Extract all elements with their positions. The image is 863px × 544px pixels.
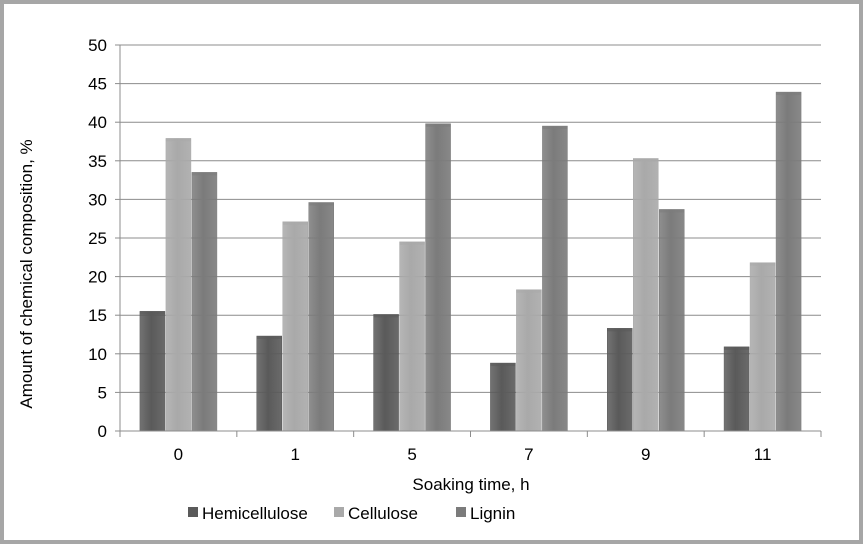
- bar-lignin: [542, 125, 568, 432]
- bar-cap-hemicellulose: [724, 346, 750, 350]
- x-tick-label: 11: [754, 445, 772, 464]
- bar-cap-hemicellulose: [490, 363, 516, 367]
- bar-lignin: [191, 172, 218, 432]
- y-tick-label: 15: [88, 306, 107, 325]
- bar-cellulose: [516, 289, 542, 432]
- bar-cellulose: [399, 241, 425, 432]
- bar-cap-cellulose: [633, 158, 659, 162]
- legend-label-cellulose: Cellulose: [348, 504, 418, 523]
- x-tick-label: 1: [291, 445, 300, 464]
- bar-cap-hemicellulose: [607, 328, 633, 332]
- bar-lignin: [659, 209, 685, 432]
- legend-label-hemicellulose: Hemicellulose: [202, 504, 308, 523]
- legend: Hemicellulose Cellulose Lignin: [188, 504, 515, 523]
- y-tick-label: 20: [88, 268, 107, 287]
- bar-cap-lignin: [659, 209, 685, 213]
- y-tick-label: 5: [98, 383, 107, 402]
- bar-hemicellulose: [256, 335, 282, 432]
- bar-cellulose: [749, 262, 776, 432]
- bar-cap-cellulose: [516, 289, 542, 293]
- bar-lignin: [425, 123, 451, 432]
- bar-cap-lignin: [776, 92, 802, 96]
- legend-swatch-lignin: [456, 507, 466, 517]
- bar-cap-cellulose: [165, 138, 191, 142]
- bars: [139, 91, 802, 432]
- bar-lignin: [308, 202, 334, 432]
- legend-label-lignin: Lignin: [470, 504, 515, 523]
- bar-lignin: [775, 91, 802, 432]
- bar-cellulose: [165, 138, 192, 432]
- y-tick-label: 25: [88, 229, 107, 248]
- bar-cap-lignin: [425, 123, 451, 127]
- bar-cap-lignin: [308, 202, 334, 206]
- bar-cellulose: [633, 158, 659, 432]
- bar-cap-cellulose: [282, 221, 308, 225]
- bar-cap-hemicellulose: [139, 311, 165, 315]
- bar-hemicellulose: [490, 362, 516, 432]
- bar-cap-hemicellulose: [256, 336, 282, 340]
- legend-swatch-hemicellulose: [188, 507, 198, 517]
- bar-cap-cellulose: [750, 262, 776, 266]
- x-tick-label: 0: [174, 445, 183, 464]
- y-tick-label: 35: [88, 152, 107, 171]
- x-tick-label: 5: [407, 445, 416, 464]
- grid-lines: [120, 44, 821, 393]
- legend-swatch-cellulose: [334, 507, 344, 517]
- y-tick-label: 40: [88, 113, 107, 132]
- x-tick-label: 9: [641, 445, 650, 464]
- bar-hemicellulose: [607, 328, 633, 432]
- bar-cap-cellulose: [399, 241, 425, 245]
- bar-cap-lignin: [542, 126, 568, 130]
- y-tick-label: 10: [88, 345, 107, 364]
- y-tick-label: 50: [88, 36, 107, 55]
- bar-cellulose: [282, 221, 308, 432]
- y-axis-title: Amount of chemical composition, %: [17, 139, 36, 408]
- y-tick-label: 45: [88, 75, 107, 94]
- bar-hemicellulose: [139, 311, 166, 432]
- bar-hemicellulose: [373, 314, 399, 432]
- bar-cap-lignin: [191, 172, 217, 176]
- bar-hemicellulose: [723, 346, 750, 432]
- bar-cap-hemicellulose: [373, 314, 399, 318]
- y-tick-labels: 0 5 10 15 20 25 30 35 40 45 50: [88, 36, 120, 441]
- y-tick-label: 30: [88, 190, 107, 209]
- x-tick-labels: 0 1 5 7 9 11: [119, 431, 822, 464]
- x-tick-label: 7: [524, 445, 533, 464]
- x-axis-title: Soaking time, h: [412, 475, 529, 494]
- y-tick-label: 0: [98, 422, 107, 441]
